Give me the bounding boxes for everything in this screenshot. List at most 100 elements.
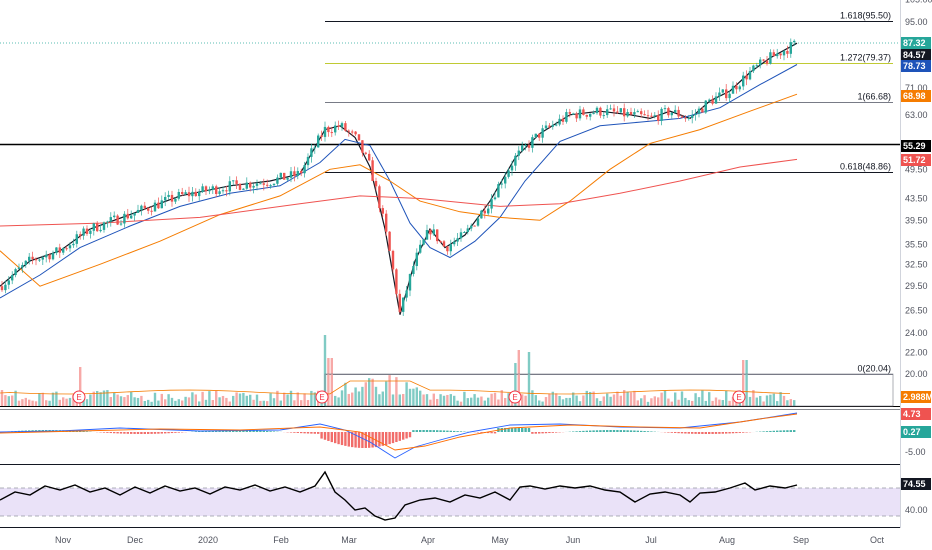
volume-bar xyxy=(330,358,333,406)
candle-body xyxy=(174,198,177,202)
candle-body xyxy=(480,210,483,219)
volume-bar xyxy=(323,335,327,406)
volume-bar xyxy=(140,395,143,406)
macd-histogram-bar xyxy=(606,430,609,432)
candle-body xyxy=(473,225,476,227)
candle-body xyxy=(697,108,701,114)
macd-histogram-bar xyxy=(446,430,449,432)
volume-bar xyxy=(789,399,792,406)
candle-body xyxy=(181,191,184,195)
time-axis-tick: Aug xyxy=(719,535,735,545)
candle-body xyxy=(558,118,561,125)
candle-body xyxy=(351,131,354,133)
volume-bar xyxy=(653,396,656,406)
rsi-axis-tick: 40.00 xyxy=(905,505,928,515)
volume-bar xyxy=(667,398,670,406)
volume-bar xyxy=(41,392,44,406)
earnings-label: E xyxy=(319,393,324,402)
candle-body xyxy=(548,125,551,127)
macd-histogram-bar xyxy=(500,428,503,432)
candle-body xyxy=(374,180,378,187)
candle-body xyxy=(531,137,534,148)
macd-histogram-bar xyxy=(371,432,374,448)
candle-body xyxy=(286,177,289,180)
price-axis-tick: 39.50 xyxy=(905,215,928,225)
volume-ma-line xyxy=(0,380,791,395)
volume-bar xyxy=(616,391,619,406)
earnings-marker[interactable]: E xyxy=(732,390,746,404)
earnings-marker[interactable]: E xyxy=(72,390,86,404)
candle-body xyxy=(92,223,95,231)
macd-histogram-bar xyxy=(493,432,497,434)
volume-bar xyxy=(191,392,194,406)
candle-body xyxy=(7,280,10,285)
volume-bar xyxy=(89,394,92,406)
candle-body xyxy=(24,260,27,265)
candlesticks xyxy=(0,38,796,316)
candle-body xyxy=(17,267,21,270)
candle-body xyxy=(493,197,497,200)
macd-histogram-bar xyxy=(555,432,558,433)
candle-body xyxy=(164,196,167,201)
candle-body xyxy=(68,245,72,249)
macd-histogram-bar xyxy=(238,430,242,432)
volume-bar xyxy=(361,386,364,406)
candle-body xyxy=(534,133,537,138)
candle-body xyxy=(674,109,677,113)
volume-bar xyxy=(232,395,235,406)
candle-body xyxy=(565,112,568,122)
volume-bar xyxy=(466,398,469,406)
macd-tag: 4.73 xyxy=(901,408,931,420)
candle-body xyxy=(415,252,418,267)
macd-histogram-bar xyxy=(126,432,129,434)
volume-bar xyxy=(752,390,755,406)
volume-bar xyxy=(133,397,136,406)
candle-body xyxy=(687,117,690,119)
macd-histogram-bar xyxy=(765,431,769,432)
macd-histogram-bar xyxy=(701,432,704,434)
volume-bar xyxy=(119,396,123,406)
candle-body xyxy=(575,113,578,119)
candle-body xyxy=(31,256,34,260)
candle-body xyxy=(116,215,119,225)
fibonacci-levels[interactable]: 1.618(95.50) 1.272(79.37) 1(66.68) 0.618(48… xyxy=(0,11,900,375)
volume-bar xyxy=(204,399,208,406)
volume-bar xyxy=(663,390,667,406)
candle-body xyxy=(45,254,48,258)
volume-bar xyxy=(697,397,701,406)
volume-bar xyxy=(402,393,405,406)
candle-body xyxy=(133,212,136,216)
candle-body xyxy=(62,248,65,253)
candle-body xyxy=(616,111,619,113)
macd-histogram-bar xyxy=(177,432,180,433)
macd-histogram-bar xyxy=(636,430,639,432)
volume-bar xyxy=(45,400,48,406)
macd-signal-tag-text: 0.27 xyxy=(903,427,921,437)
volume-bar xyxy=(592,391,595,406)
candle-body xyxy=(160,200,163,209)
volume-bar xyxy=(521,394,524,406)
macd-signal-tag: 0.27 xyxy=(901,426,931,438)
candle-body xyxy=(694,113,697,116)
volume-bar xyxy=(514,363,517,406)
macd-histogram-bar xyxy=(405,432,408,439)
earnings-marker[interactable]: E xyxy=(315,390,329,404)
candle-body xyxy=(266,184,269,186)
candle-body xyxy=(776,53,779,57)
candle-body xyxy=(388,231,391,251)
earnings-marker[interactable]: E xyxy=(508,390,522,404)
candle-body xyxy=(735,85,738,90)
macd-histogram-bar xyxy=(116,432,119,434)
macd-signal-tag-bg xyxy=(901,426,931,438)
time-axis[interactable]: Nov Dec 2020 Feb Mar Apr May Jun Jul Aug Sep Oct xyxy=(55,535,885,545)
volume-bar xyxy=(109,397,112,406)
volume-bar xyxy=(677,399,680,406)
candle-body xyxy=(385,213,388,232)
candle-body xyxy=(572,113,575,115)
macd-histogram-bar xyxy=(609,430,612,432)
macd-indicator: -5.00 xyxy=(0,412,926,459)
volume-bar xyxy=(293,400,296,406)
candle-body xyxy=(208,189,211,192)
